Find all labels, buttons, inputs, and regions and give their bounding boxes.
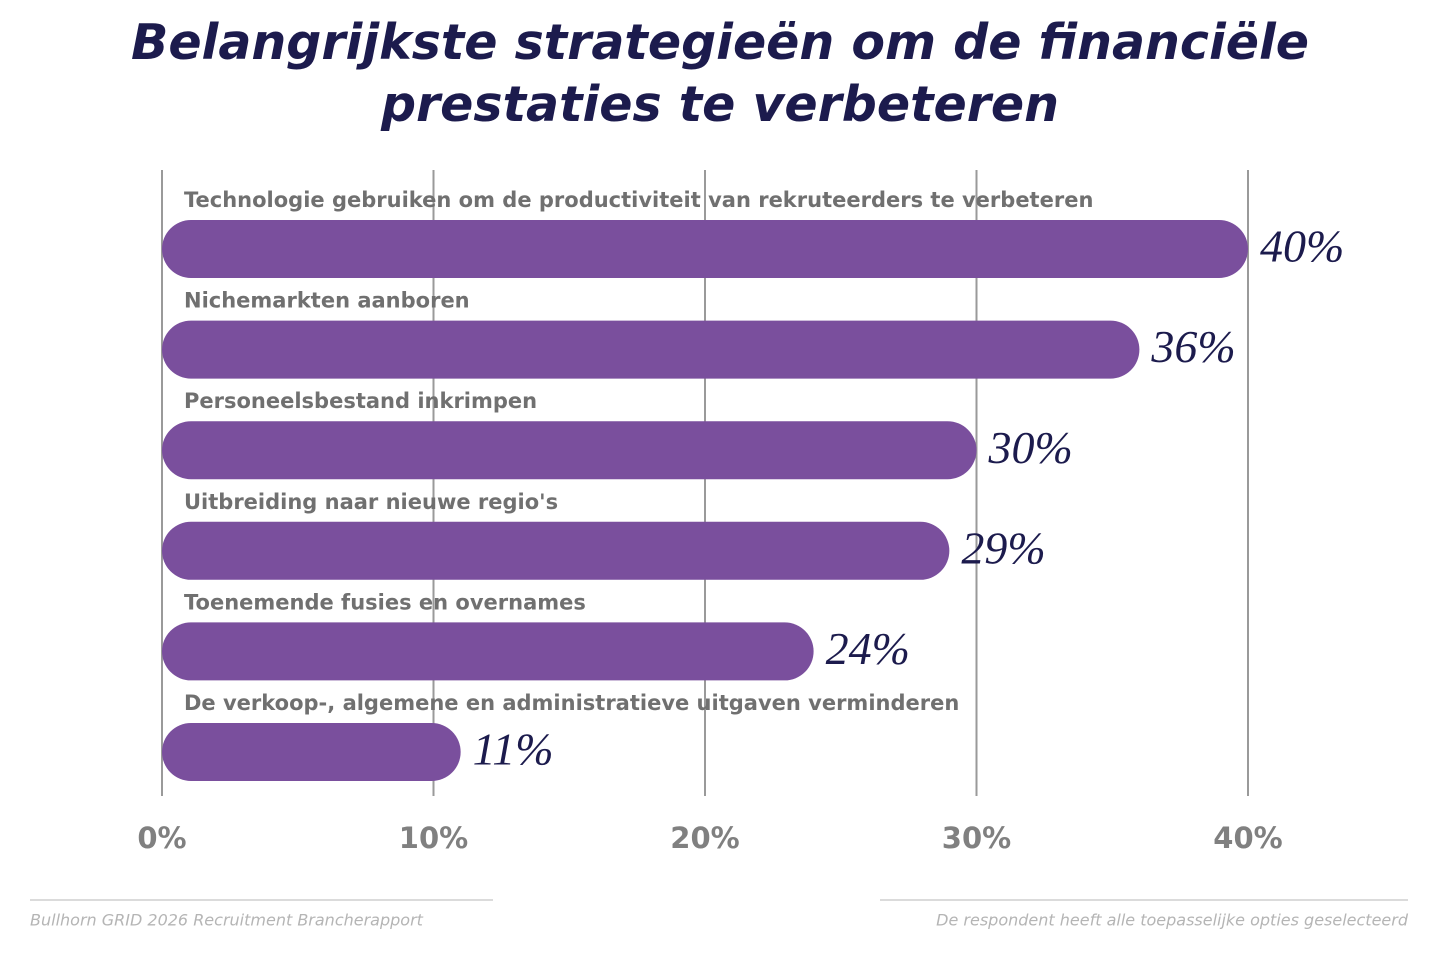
category-label: De verkoop-, algemene en administratieve… [184,691,959,715]
note: De respondent heeft alle toepasselijke o… [936,911,1409,930]
x-tick-label: 20% [670,821,739,855]
x-tick-label: 30% [942,821,1011,855]
value-label: 40% [1260,221,1344,272]
category-label: Uitbreiding naar nieuwe regio's [184,490,558,514]
value-label: 36% [1150,321,1235,372]
value-label: 30% [988,422,1073,473]
x-tick-label: 0% [137,821,186,855]
x-tick-label: 10% [399,821,468,855]
bar [162,421,977,480]
category-label: Toenemende fusies en overnames [184,590,586,614]
category-label: Nichemarkten aanboren [184,289,470,313]
value-label: 11% [473,724,554,775]
bar [162,521,950,580]
bar [162,622,814,681]
category-label: Personeelsbestand inkrimpen [184,389,537,413]
category-label: Technologie gebruiken om de productivite… [184,188,1093,212]
bar [162,723,461,781]
x-tick-label: 40% [1213,821,1282,855]
value-label: 29% [961,522,1045,573]
bar [162,320,1140,379]
bar [162,220,1248,278]
value-label: 24% [826,623,910,674]
chart-title: Belangrijkste strategieën om de financië… [130,14,1310,133]
source: Bullhorn GRID 2026 Recruitment Branchera… [30,911,424,930]
